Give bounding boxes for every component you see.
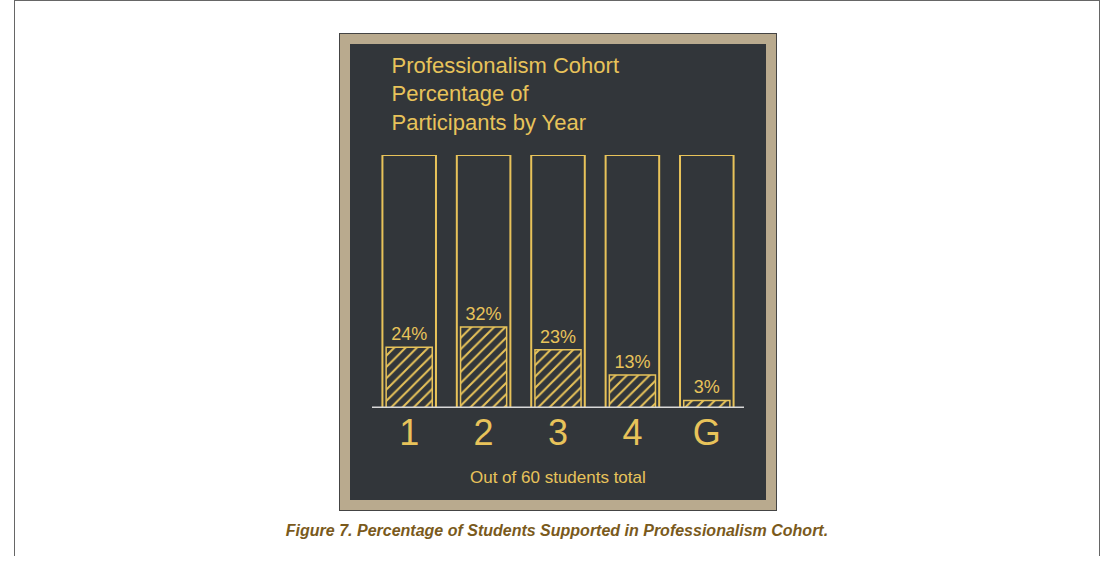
svg-text:32%: 32% xyxy=(466,304,502,324)
svg-text:G: G xyxy=(693,412,721,453)
svg-text:Out of 60 students total: Out of 60 students total xyxy=(470,468,646,487)
svg-text:2: 2 xyxy=(474,412,494,453)
svg-text:24%: 24% xyxy=(391,324,427,344)
html-text:Figure 7. Percentage of Studen: Figure 7. Percentage of Students Support… xyxy=(285,522,829,539)
svg-text:1: 1 xyxy=(399,412,419,453)
svg-text:13%: 13% xyxy=(614,352,650,372)
svg-text:4: 4 xyxy=(622,412,642,453)
svg-text:3%: 3% xyxy=(694,377,720,397)
svg-text:Professionalism CohortPercenta: Professionalism CohortPercentage ofParti… xyxy=(392,53,619,135)
svg-text:23%: 23% xyxy=(540,327,576,347)
svg-text:3: 3 xyxy=(548,412,568,453)
